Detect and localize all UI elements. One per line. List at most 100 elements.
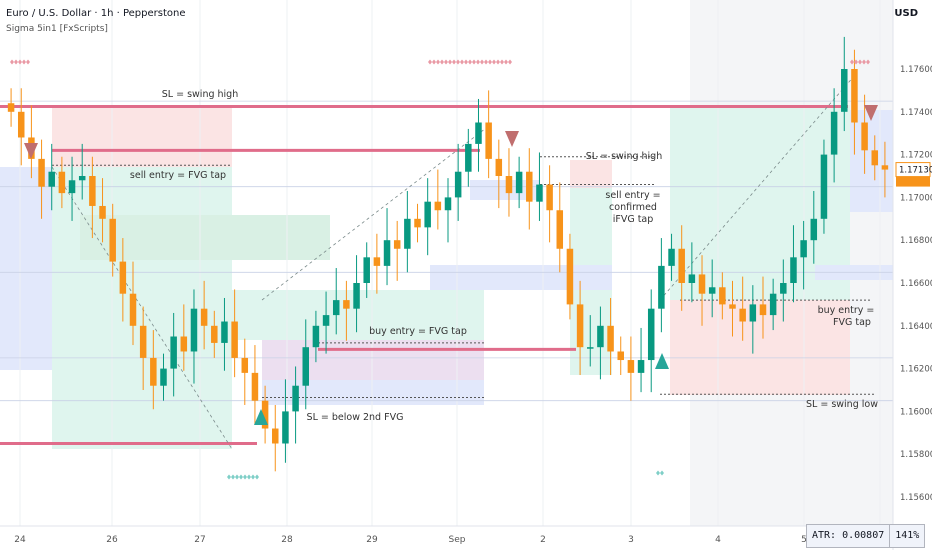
diamond-strip-bottom-1-6 (251, 474, 255, 480)
buy-signal-marker-1 (254, 409, 268, 425)
fvg-box-right (850, 110, 893, 212)
candle-body-12 (129, 293, 137, 326)
candle-body-46 (475, 122, 482, 144)
sell-signal-marker-3 (864, 105, 878, 121)
fvg-box-left (0, 167, 52, 370)
diamond-strip-top-3-0 (850, 59, 854, 65)
candle-body-53 (546, 184, 553, 211)
candle-body-34 (353, 283, 360, 309)
candle-body-54 (556, 210, 564, 249)
annotation-label-6: buy entry = FVG tap (369, 326, 467, 337)
diamond-strip-top-2-19 (504, 59, 508, 65)
candle-body-83 (851, 69, 858, 123)
symbol-title[interactable]: Euro / U.S. Dollar · 1h · Pepperstone (6, 8, 186, 19)
y-tick-6: 1.16400 (900, 322, 932, 332)
annotation-label-3: sell entry = (605, 190, 660, 201)
candle-body-30 (312, 325, 320, 348)
annotation-label-5: iFVG tap (613, 214, 654, 225)
candle-body-33 (343, 300, 350, 309)
annotation-label-9: FVG tap (833, 317, 871, 328)
diamond-strip-top-3-3 (862, 59, 866, 65)
last-price-bar (896, 176, 930, 187)
diamond-strip-bottom-1-4 (243, 474, 247, 480)
candle-body-85 (871, 150, 879, 166)
candle-body-50 (515, 171, 523, 194)
y-tick-8: 1.16000 (900, 407, 932, 417)
x-tick-8: 4 (715, 535, 721, 545)
x-tick-9: 5 (801, 535, 807, 545)
candle-body-67 (688, 274, 696, 283)
candle-body-6 (68, 180, 76, 194)
candle-body-71 (729, 304, 736, 309)
diamond-strip-top-2-7 (456, 59, 460, 65)
annotation-label-7: SL = below 2nd FVG (307, 412, 404, 423)
x-tick-0: 24 (14, 535, 26, 545)
candle-body-73 (749, 304, 757, 322)
candle-body-27 (282, 411, 289, 444)
candle-body-65 (668, 248, 675, 266)
diamond-strip-bottom-1-1 (231, 474, 235, 480)
indicator-name[interactable]: Sigma 5in1 [FxScripts] (6, 24, 108, 34)
diamond-strip-top-2-6 (452, 59, 456, 65)
candle-body-61 (627, 360, 635, 373)
diamond-strip-top-2-1 (432, 59, 436, 65)
candle-body-25 (261, 400, 269, 429)
candle-body-10 (109, 218, 116, 262)
annotation-label-4: confirmed (609, 202, 657, 213)
candle-body-37 (383, 240, 391, 266)
candle-body-23 (241, 357, 249, 373)
y-tick-1: 1.17400 (900, 108, 932, 118)
candle-body-42 (434, 201, 442, 211)
buy-entry-zone (262, 340, 484, 380)
candle-body-52 (536, 184, 543, 202)
buy-signal-marker-2 (655, 353, 669, 369)
atr-percent: 141% (889, 525, 924, 547)
sell-zone-2 (570, 160, 612, 188)
diamond-strip-top-2-3 (440, 59, 444, 65)
candle-body-28 (292, 385, 299, 412)
diamond-strip-top-1-1 (14, 59, 18, 65)
diamond-strip-top-2-9 (464, 59, 468, 65)
candle-body-55 (566, 248, 574, 305)
y-tick-9: 1.15800 (900, 450, 932, 460)
annotation-label-0: SL = swing high (162, 89, 238, 100)
x-tick-3: 28 (281, 535, 293, 545)
y-tick-5: 1.16600 (900, 279, 932, 289)
candle-body-8 (89, 176, 96, 206)
diamond-strip-bottom-2-0 (656, 470, 660, 476)
diamond-strip-top-2-5 (448, 59, 452, 65)
diamond-strip-top-2-16 (492, 59, 496, 65)
candle-body-40 (414, 218, 421, 228)
annotation-label-10: SL = swing low (806, 399, 878, 410)
atr-value: ATR: 0.00807 (812, 530, 885, 541)
candle-body-80 (820, 154, 828, 219)
diamond-strip-bottom-1-5 (247, 474, 251, 480)
x-tick-1: 26 (106, 535, 118, 545)
candle-body-76 (780, 283, 787, 294)
y-tick-7: 1.16200 (900, 365, 932, 375)
y-tick-4: 1.16800 (900, 236, 932, 246)
x-tick-5: Sep (449, 535, 466, 545)
candle-body-81 (830, 111, 838, 155)
sell-zone-1 (52, 107, 232, 167)
diamond-strip-top-2-11 (472, 59, 476, 65)
x-tick-7: 3 (628, 535, 634, 545)
candle-body-4 (48, 171, 55, 187)
diamond-strip-bottom-2-1 (660, 470, 664, 476)
diamond-strip-top-2-15 (488, 59, 492, 65)
candle-body-26 (272, 428, 279, 444)
candle-body-31 (322, 315, 330, 326)
diamond-strip-top-2-13 (480, 59, 484, 65)
diamond-strip-bottom-1-3 (239, 474, 243, 480)
diamond-strip-top-1-2 (18, 59, 22, 65)
candle-body-62 (637, 360, 645, 373)
diamond-strip-top-1-4 (26, 59, 30, 65)
annotation-label-2: SL = swing high (586, 151, 662, 162)
diamond-strip-top-1-3 (22, 59, 26, 65)
atr-panel: ATR: 0.00807 141% (806, 524, 926, 548)
candle-body-1 (17, 111, 25, 138)
candle-body-41 (424, 201, 431, 228)
candle-body-14 (150, 357, 157, 386)
